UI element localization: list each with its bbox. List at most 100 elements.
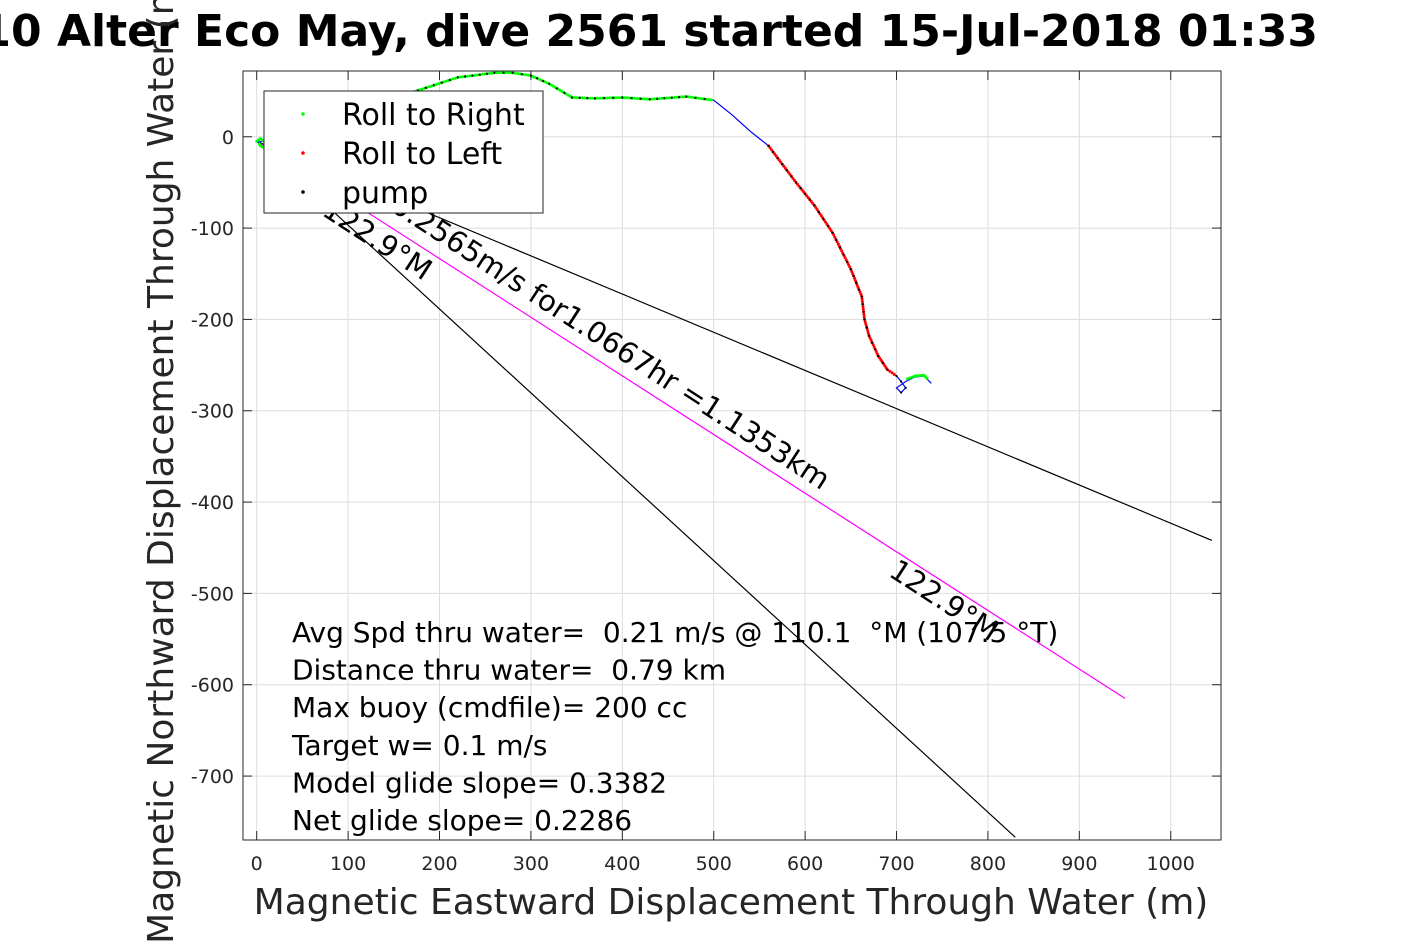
annotation-line: Target w= 0.1 m/s xyxy=(291,729,548,762)
pump-marker xyxy=(865,326,868,329)
pump-marker xyxy=(817,211,820,214)
legend-label: pump xyxy=(342,176,428,211)
roll-right-marker xyxy=(925,376,929,380)
roll-right-marker xyxy=(906,377,909,381)
pump-marker xyxy=(886,368,889,371)
roll-right-marker xyxy=(675,95,678,99)
pump-marker xyxy=(900,380,903,383)
roll-right-marker xyxy=(915,374,919,378)
y-tick-label: -500 xyxy=(191,583,234,605)
x-axis-title: Magnetic Eastward Displacement Through W… xyxy=(254,882,1209,923)
roll-left-marker xyxy=(866,329,870,333)
pump-marker xyxy=(602,97,606,100)
pump-marker xyxy=(621,96,624,99)
annotation-line: Net glide slope= 0.2286 xyxy=(292,804,632,837)
pump-marker xyxy=(448,78,451,82)
pump-marker xyxy=(670,96,673,99)
x-tick-label: 300 xyxy=(513,853,549,875)
roll-right-marker xyxy=(679,95,683,99)
pump-marker xyxy=(520,73,523,76)
annotation-line: Avg Spd thru water= 0.21 m/s @ 110.1 °M … xyxy=(292,616,1058,649)
pump-marker xyxy=(555,87,558,90)
roll-right-marker xyxy=(598,96,602,100)
pump-marker xyxy=(663,97,666,100)
x-tick-label: 700 xyxy=(878,853,914,875)
roll-left-marker xyxy=(858,290,862,294)
roll-right-marker xyxy=(583,96,587,100)
roll-right-marker xyxy=(623,96,627,100)
roll-left-marker xyxy=(860,297,864,301)
pump-marker xyxy=(868,334,871,337)
roll-left-marker xyxy=(774,154,778,158)
pump-marker xyxy=(767,144,770,147)
roll-right-marker xyxy=(672,96,676,99)
track-markers xyxy=(255,71,929,394)
pump-marker xyxy=(855,281,858,284)
pump-marker xyxy=(432,84,435,87)
roll-left-marker xyxy=(861,305,865,309)
pump-marker xyxy=(703,97,706,101)
roll-left-marker xyxy=(853,276,856,280)
pump-marker xyxy=(781,163,784,166)
legend-marker xyxy=(301,151,305,155)
pump-marker xyxy=(877,354,880,358)
roll-right-marker xyxy=(483,72,487,76)
roll-right-marker xyxy=(908,376,912,380)
pump-marker xyxy=(685,95,688,98)
roll-right-marker xyxy=(458,75,462,79)
roll-right-marker xyxy=(444,79,448,83)
pump-marker xyxy=(648,98,651,101)
roll-right-marker xyxy=(524,73,528,77)
roll-right-marker xyxy=(653,97,657,101)
pump-marker xyxy=(593,97,597,100)
roll-left-marker xyxy=(863,320,867,324)
pump-marker xyxy=(542,79,545,83)
line-label: 0.2565m/s for1.0667hr =1.1353km xyxy=(385,187,836,496)
roll-right-marker xyxy=(682,95,686,99)
roll-left-marker xyxy=(791,176,795,180)
pump-marker xyxy=(478,73,481,76)
pump-marker xyxy=(548,82,551,85)
roll-left-marker xyxy=(833,235,837,239)
roll-right-marker xyxy=(608,96,612,100)
pump-marker xyxy=(871,341,874,344)
y-axis-title: Magnetic Northward Displacement Through … xyxy=(141,0,182,944)
pump-marker xyxy=(835,238,838,242)
roll-left-marker xyxy=(860,300,864,304)
legend-box xyxy=(263,90,544,214)
pump-marker xyxy=(677,96,681,99)
roll-right-marker xyxy=(451,77,455,81)
y-tick-label: -100 xyxy=(191,218,234,240)
x-tick-label: 500 xyxy=(696,853,732,875)
roll-right-marker xyxy=(628,96,632,100)
pump-marker xyxy=(502,71,505,74)
pump-marker xyxy=(862,310,865,313)
reference-line-bound-steep xyxy=(256,140,1016,838)
pump-marker xyxy=(838,246,842,249)
roll-right-marker xyxy=(660,96,664,100)
x-tick-label: 100 xyxy=(330,853,366,875)
pump-marker xyxy=(863,318,866,321)
roll-left-marker xyxy=(864,322,868,326)
roll-left-marker xyxy=(872,345,876,349)
roll-left-marker xyxy=(840,249,844,253)
pump-marker xyxy=(694,96,697,99)
y-tick-label: -300 xyxy=(191,401,234,423)
roll-right-marker xyxy=(526,73,530,77)
annotation-line: Max buoy (cmdfile)= 200 cc xyxy=(292,691,687,724)
roll-left-marker xyxy=(832,233,836,237)
pump-marker xyxy=(852,274,855,278)
roll-left-marker xyxy=(859,292,863,296)
roll-right-marker xyxy=(910,375,914,379)
pump-marker xyxy=(860,295,863,298)
pump-marker xyxy=(874,348,877,351)
roll-right-marker xyxy=(453,76,457,80)
pump-marker xyxy=(612,96,615,99)
reference-line-heading-line xyxy=(256,140,1126,699)
roll-right-marker xyxy=(645,97,649,101)
pump-marker xyxy=(826,224,830,227)
roll-right-marker xyxy=(687,95,691,99)
roll-left-marker xyxy=(847,263,850,267)
pump-marker xyxy=(493,71,496,74)
